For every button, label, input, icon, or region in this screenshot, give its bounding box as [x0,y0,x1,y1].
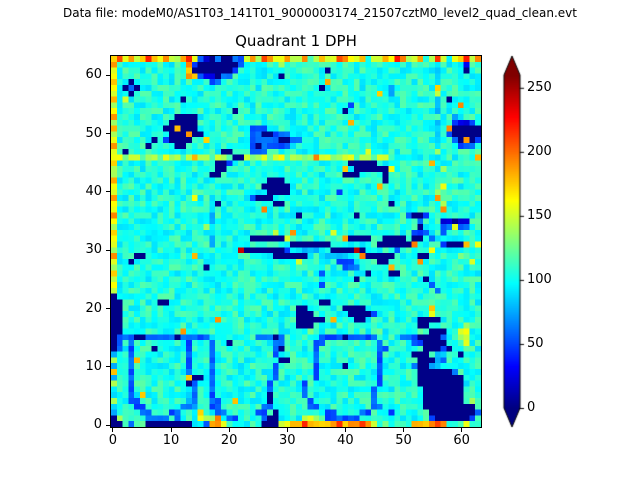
y-tick-mark [106,308,110,310]
colorbar-tick-label: 200 [527,143,552,159]
y-tick-mark [106,249,110,251]
x-tick-label: 40 [337,433,354,448]
colorbar-tick-label: 250 [527,79,552,95]
x-tick-label: 30 [279,433,296,448]
x-tick-label: 50 [395,433,412,448]
data-file-label: Data file: modeM0/AS1T03_141T01_90000031… [63,6,577,20]
y-tick-label: 50 [85,125,102,141]
colorbar-tick-label: 100 [527,271,552,287]
y-tick-mark [106,133,110,135]
x-tick-mark [344,428,346,432]
colorbar-tick-label: 50 [527,335,544,351]
plot-title: Quadrant 1 DPH [235,32,357,50]
x-tick-mark [112,428,114,432]
x-tick-label: 20 [220,433,238,448]
y-tick-label: 10 [85,358,102,374]
y-tick-mark [106,191,110,193]
y-tick-mark [106,366,110,368]
y-tick-mark [106,74,110,76]
y-tick-label: 0 [93,417,102,433]
y-tick-label: 20 [85,300,102,316]
x-tick-mark [228,428,230,432]
x-tick-mark [286,428,288,432]
y-tick-label: 40 [85,183,102,199]
colorbar-tick-label: 150 [527,207,552,223]
x-tick-label: 0 [108,433,118,448]
x-tick-label: 10 [162,433,180,448]
heatmap-plot-area [110,55,482,428]
heatmap-canvas [111,56,481,427]
x-tick-mark [403,428,405,432]
colorbar-tick-label: 0 [527,400,536,415]
y-tick-label: 30 [85,242,102,258]
x-tick-label: 60 [453,433,470,448]
colorbar-canvas [501,52,541,432]
x-tick-mark [461,428,463,432]
y-tick-label: 60 [85,67,102,83]
x-tick-mark [170,428,172,432]
y-tick-mark [106,424,110,426]
